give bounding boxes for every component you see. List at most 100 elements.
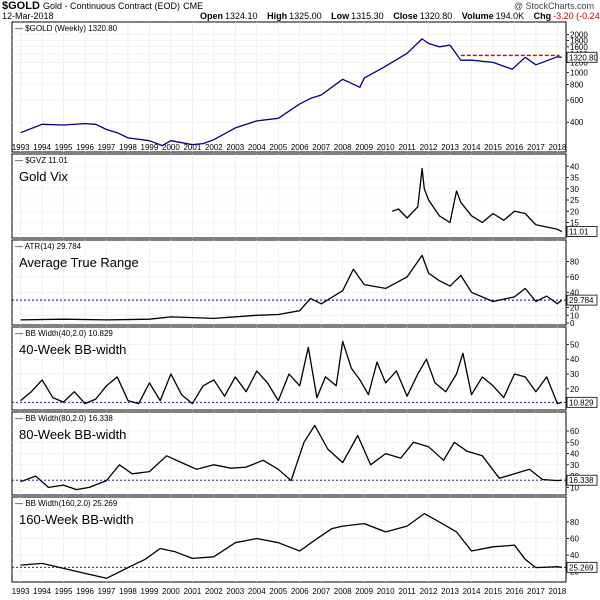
x-tick-label-bottom: 1993 (12, 587, 30, 596)
panel-frame (11, 153, 567, 239)
ohlc-readout: Open 1324.10 High 1325.00 Low 1315.30 Close… (200, 11, 600, 21)
legend-line-icon: — (15, 24, 25, 33)
x-tick-label-top: 1996 (76, 143, 94, 152)
open-label: Open (200, 11, 224, 21)
y-tick-label: 10 (570, 311, 579, 320)
x-tick-label-top: 1997 (98, 143, 116, 152)
panel-title: Gold Vix (19, 169, 68, 184)
y-tick-label: 1200 (570, 58, 588, 67)
y-tick-label: 1600 (570, 43, 588, 52)
series-line (20, 38, 562, 147)
legend-line-icon: — (15, 329, 25, 338)
brand-watermark: @ StockCharts.com (513, 1, 594, 11)
y-tick-label: 40 (570, 162, 579, 171)
x-tick-label-bottom: 2004 (248, 587, 266, 596)
last-value-label: 16.338 (569, 476, 594, 485)
x-tick-label-top: 2001 (183, 143, 201, 152)
x-tick-label-top: 2009 (355, 143, 373, 152)
x-tick-label-bottom: 2010 (377, 587, 395, 596)
chg-label: Chg (533, 11, 552, 21)
x-tick-label-top: 2003 (226, 143, 244, 152)
y-tick-label: 60 (570, 273, 579, 282)
y-tick-label: 0 (570, 319, 575, 328)
panel-label: — BB Width(80,2.0) 16.338 (15, 414, 113, 423)
y-tick-label: 30 (570, 185, 579, 194)
last-value-label: 11.01 (569, 227, 589, 236)
panel-label-text: BB Width(80,2.0) 16.338 (25, 414, 113, 423)
legend-line-icon: — (15, 414, 25, 423)
x-tick-label-top: 1994 (33, 143, 51, 152)
panel-label-text: BB Width(40,2.0) 10.829 (25, 329, 113, 338)
panel-label: — BB Width(40,2.0) 10.829 (15, 329, 113, 338)
close-label: Close (393, 11, 418, 21)
panel-label: — $GVZ 11.01 (15, 156, 68, 165)
low-label: Low (331, 11, 350, 21)
y-tick-label: 2000 (570, 31, 588, 40)
y-tick-label: 600 (570, 96, 584, 105)
y-tick-label: 35 (570, 174, 579, 183)
y-tick-label: 60 (570, 535, 579, 544)
x-tick-label-bottom: 2001 (183, 587, 201, 596)
x-tick-label-top: 2007 (312, 143, 330, 152)
close-value: 1320.80 (419, 11, 453, 21)
high-label: High (267, 11, 288, 21)
y-tick-label: 20 (570, 385, 579, 394)
panel-label-text: BB Width(160,2.0) 25.269 (25, 499, 118, 508)
chart-header: $GOLD Gold - Continuous Contract (EOD) C… (0, 0, 600, 22)
panel-frame (11, 326, 567, 411)
y-tick-label: 80 (570, 518, 579, 527)
x-tick-label-bottom: 2015 (484, 587, 502, 596)
exchange: CME (183, 1, 204, 11)
x-tick-label-bottom: 1998 (119, 587, 137, 596)
panel-label: — ATR(14) 29.784 (15, 242, 82, 251)
x-tick-label-top: 2005 (269, 143, 287, 152)
panel-label: — $GOLD (Weekly) 1320.80 (15, 24, 118, 33)
x-tick-label-top: 2017 (527, 143, 545, 152)
x-tick-label-bottom: 1995 (55, 587, 73, 596)
y-tick-label: 10 (570, 483, 579, 492)
panel-label-text: ATR(14) 29.784 (25, 242, 82, 251)
series-line (20, 512, 562, 579)
y-tick-label: 800 (570, 81, 584, 90)
panel-frame (11, 496, 567, 583)
y-tick-label: 15 (570, 219, 579, 228)
x-tick-label-top: 2002 (205, 143, 223, 152)
low-value: 1315.30 (351, 11, 384, 21)
last-value-box (566, 226, 598, 237)
x-tick-label-top: 2014 (463, 143, 481, 152)
panel-title: 160-Week BB-width (19, 512, 134, 527)
series-line (20, 424, 562, 491)
x-tick-label-top: 2004 (248, 143, 266, 152)
y-tick-label: 25 (570, 196, 579, 205)
x-tick-label-top: 2006 (291, 143, 309, 152)
x-tick-label-top: 2013 (441, 143, 459, 152)
series-line (20, 340, 562, 405)
legend-line-icon: — (15, 242, 25, 251)
y-tick-label: 40 (570, 450, 579, 459)
x-tick-label-top: 2012 (420, 143, 438, 152)
last-value-label: 1320.80 (569, 53, 598, 62)
volume-label: Volume (461, 11, 494, 21)
last-value-box (566, 294, 598, 306)
panel-title: 80-Week BB-width (19, 427, 126, 442)
x-tick-label-top: 2018 (549, 143, 567, 152)
x-tick-label-bottom: 2002 (205, 587, 223, 596)
x-tick-label-top: 1999 (141, 143, 159, 152)
x-tick-label-top: 2000 (162, 143, 180, 152)
x-tick-label-bottom: 2003 (226, 587, 244, 596)
x-tick-label-top: 2016 (506, 143, 524, 152)
y-tick-label: 80 (570, 258, 579, 267)
last-value-box (566, 51, 598, 63)
series-line (391, 167, 562, 233)
y-tick-label: 30 (570, 370, 579, 379)
panel-title: Average True Range (19, 255, 139, 270)
y-tick-label: 30 (570, 461, 579, 470)
high-value: 1325.00 (289, 11, 322, 21)
x-tick-label-bottom: 2006 (291, 587, 309, 596)
symbol-description: Gold - Continuous Contract (EOD) (42, 1, 181, 11)
x-tick-label-top: 2015 (484, 143, 502, 152)
y-tick-label: 60 (570, 427, 579, 436)
x-tick-label-top: 2008 (334, 143, 352, 152)
x-tick-label-top: 2011 (398, 143, 416, 152)
